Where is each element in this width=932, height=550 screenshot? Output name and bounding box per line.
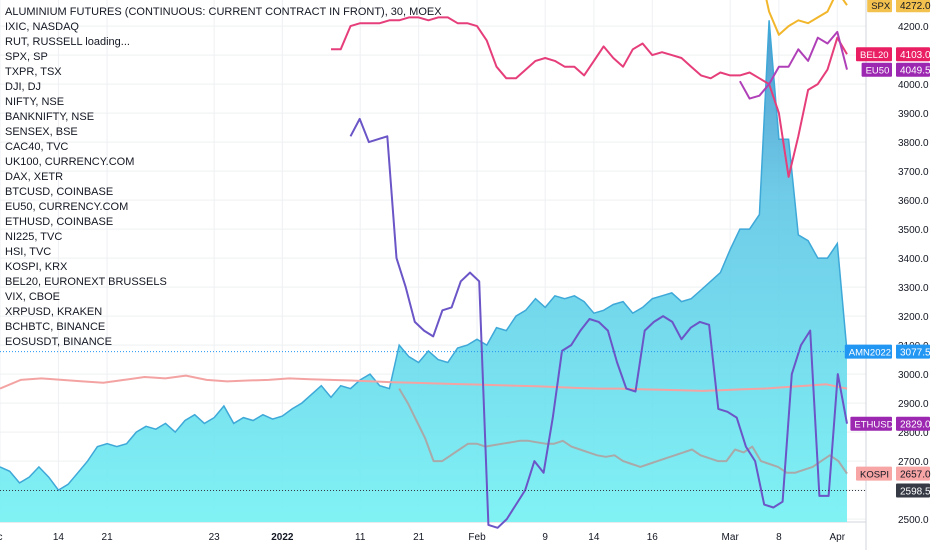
legend-item: BTCUSD, COINBASE [5, 186, 114, 198]
price-badge-name-bg-KOSPI [856, 466, 892, 481]
legend-item: KOSPI, KRX [5, 261, 68, 273]
y-tick-label-0: 2500.0 [898, 515, 929, 526]
y-tick-label-15: 4000.0 [898, 80, 929, 91]
y-tick-label-14: 3900.0 [898, 109, 929, 120]
price-badge-name-bg-ETHUSD [850, 416, 892, 431]
price-badge-close [896, 483, 930, 498]
price-badge-value-close: 2598.5 [900, 487, 931, 498]
price-badge-value-EU50: 4049.5 [900, 66, 931, 77]
series-line-KOSPI [0, 374, 848, 392]
x-tick-label-6: 21 [413, 532, 425, 543]
price-badge-name-KOSPI: KOSPI [860, 470, 889, 481]
x-tick-label-11: Mar [722, 532, 740, 543]
series-line-SPX [765, 0, 848, 36]
price-badge-value-SPX: 4272.0 [900, 1, 931, 12]
y-tick-label-5: 3000.0 [898, 370, 929, 381]
y-tick-label-2: 2700.0 [898, 457, 929, 468]
price-badge-ETHUSD [896, 416, 930, 431]
legend-item: XRPUSD, KRAKEN [5, 306, 103, 318]
y-tick-label-9: 3400.0 [898, 254, 929, 265]
x-tick-label-0: c [0, 532, 3, 543]
series-line-KOSPI-continued [398, 388, 848, 475]
price-badge-name-BEL20: BEL20 [860, 50, 889, 61]
series-line-EU50 [739, 30, 848, 100]
y-tick-label-4: 2900.0 [898, 399, 929, 410]
series-line-AMN2022 [0, 20, 848, 492]
y-tick-label-10: 3500.0 [898, 225, 929, 236]
price-badge-AMN2022 [896, 344, 930, 359]
legend-item: VIX, CBOE [5, 291, 61, 303]
price-badge-name-bg-BEL20 [856, 47, 892, 62]
price-badge-value-KOSPI: 2657.0 [900, 470, 931, 481]
x-tick-label-9: 14 [588, 532, 600, 543]
x-tick-label-1: 14 [53, 532, 65, 543]
y-tick-label-12: 3700.0 [898, 167, 929, 178]
price-badge-name-EU50: EU50 [866, 66, 890, 77]
price-badge-EU50 [896, 62, 930, 77]
x-tick-label-3: 23 [209, 532, 221, 543]
y-tick-label-3: 2800.0 [898, 428, 929, 439]
legend-item: HSI, TVC [5, 246, 52, 258]
legend-item: BEL20, EURONEXT BRUSSELS [5, 276, 167, 288]
x-tick-label-2: 21 [102, 532, 114, 543]
legend-item: SPX, SP [5, 51, 48, 63]
y-tick-label-11: 3600.0 [898, 196, 929, 207]
price-badge-name-bg-EU50 [861, 62, 892, 77]
chart-title: ALUMINIUM FUTURES (CONTINUOUS: CURRENT C… [5, 6, 442, 18]
x-tick-label-10: 16 [647, 532, 659, 543]
legend-item: BCHBTC, BINANCE [5, 321, 106, 333]
x-tick-label-12: 8 [776, 532, 782, 543]
price-badge-BEL20 [896, 47, 930, 62]
legend-item: DAX, XETR [5, 171, 64, 183]
price-badge-value-BEL20: 4103.0 [900, 50, 931, 61]
price-badge-value-AMN2022: 3077.5 [900, 348, 931, 359]
x-tick-label-7: Feb [468, 532, 486, 543]
x-tick-label-5: 11 [355, 532, 366, 543]
legend-item: CAC40, TVC [5, 141, 69, 153]
legend-item: ETHUSD, COINBASE [5, 216, 114, 228]
y-tick-label-7: 3200.0 [898, 312, 929, 323]
legend-item: SENSEX, BSE [5, 126, 78, 138]
legend-item: IXIC, NASDAQ [5, 21, 79, 33]
price-badge-name-AMN2022: AMN2022 [849, 348, 891, 359]
x-tick-label-4: 2022 [271, 532, 294, 543]
price-badge-name-ETHUSD: ETHUSD [854, 420, 893, 431]
legend-item: NIFTY, NSE [5, 96, 65, 108]
series-area-AMN2022 [0, 20, 847, 523]
y-tick-label-8: 3300.0 [898, 283, 929, 294]
price-badge-value-ETHUSD: 2829.0 [900, 420, 931, 431]
price-badge-name-bg-AMN2022 [844, 344, 892, 359]
x-tick-label-13: Apr [829, 532, 845, 543]
series-line-ETHUSD [349, 117, 848, 529]
price-badge-name-SPX: SPX [871, 1, 891, 12]
legend-item: DJI, DJ [5, 81, 42, 93]
legend-item: EU50, CURRENCY.COM [5, 201, 129, 213]
price-badge-name-bg-SPX [867, 0, 892, 13]
series-line-BEL20 [331, 16, 848, 178]
legend-item: BANKNIFTY, NSE [5, 111, 95, 123]
price-badge-KOSPI [896, 466, 930, 481]
x-tick-label-8: 9 [542, 532, 548, 543]
legend-item: UK100, CURRENCY.COM [5, 156, 135, 168]
legend-item: EOSUSDT, BINANCE [5, 336, 112, 348]
legend-item: NI225, TVC [5, 231, 63, 243]
legend: ALUMINIUM FUTURES (CONTINUOUS: CURRENT C… [5, 5, 442, 350]
legend-item: RUT, RUSSELL loading... [5, 36, 130, 48]
y-tick-label-17: 4200.0 [898, 22, 929, 33]
legend-item: TXPR, TSX [5, 66, 62, 78]
price-badge-SPX [896, 0, 930, 13]
y-axis-panel [866, 0, 932, 550]
y-tick-label-13: 3800.0 [898, 138, 929, 149]
legend-list: IXIC, NASDAQ RUT, RUSSELL loading... SPX, … [5, 20, 442, 350]
